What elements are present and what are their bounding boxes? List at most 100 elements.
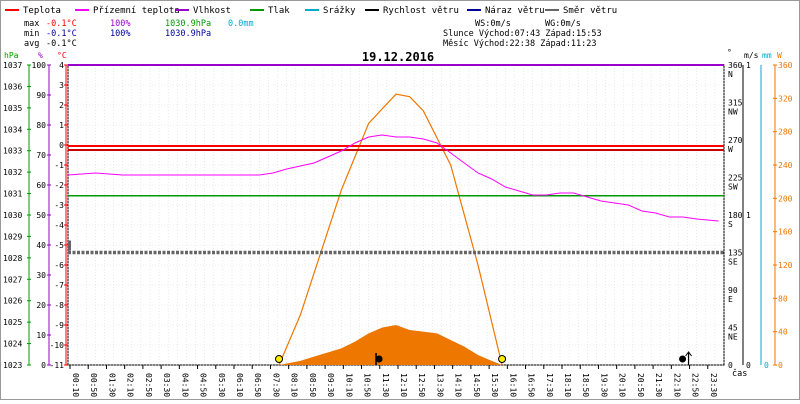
sunset-marker — [498, 355, 507, 363]
temperature-tick-label: -7 — [54, 281, 64, 290]
legend-label-4: Srážky — [323, 6, 356, 16]
stats-min-press: 1030.9hPa — [165, 29, 211, 39]
stats-min-label: min — [24, 29, 39, 39]
x-tick-label: 17:30 — [545, 373, 554, 397]
solar-tick-label: 320 — [778, 94, 793, 103]
legend-label-0: Teplota — [23, 6, 61, 16]
wind-direction-start-mark — [68, 240, 71, 251]
solar-theoretical-line — [278, 93, 503, 366]
stats-max-rain: 0.0mm — [228, 19, 254, 29]
info-wg: WG:0m/s — [545, 19, 581, 29]
legend-label-6: Náraz větru — [485, 6, 545, 16]
solar-tick-label: 80 — [778, 294, 788, 303]
temperature-tick-label: -1 — [54, 161, 64, 170]
info-sun: Slunce Východ:07:43 Západ:15:53 — [443, 29, 602, 39]
winddir-compass-label: NW — [728, 108, 738, 117]
solar-tick-label: 120 — [778, 261, 793, 270]
stats-avg-label: avg — [24, 39, 39, 49]
windspeed-tick-label: 1 — [746, 211, 751, 220]
pressure-unit: hPa — [4, 51, 19, 60]
right-axes: ° m/s mm W360N315NW270W225SW180S135SE90E45N… — [727, 48, 793, 370]
x-tick-label: 19:30 — [599, 373, 608, 397]
pressure-tick-label: 1027 — [3, 275, 22, 284]
winddir-tick-label: 0 — [728, 361, 733, 370]
x-tick-label: 02:10 — [126, 373, 135, 397]
humidity-tick-label: 0 — [41, 361, 46, 370]
pressure-tick-label: 1029 — [3, 232, 22, 241]
temperature-tick-label: -3 — [54, 201, 64, 210]
winddir-tick-label: 90 — [728, 286, 738, 295]
humidity-tick-label: 90 — [36, 91, 46, 100]
x-tick-label: 18:10 — [563, 373, 572, 397]
x-tick-label: 06:10 — [235, 373, 244, 397]
temperature-tick-label: -2 — [54, 181, 64, 190]
temperature-tick-label: -6 — [54, 261, 64, 270]
solar-tick-label: 160 — [778, 228, 793, 237]
winddir-tick-label: 180 — [728, 211, 743, 220]
temperature-tick-label: 0 — [59, 141, 64, 150]
x-tick-label: 03:30 — [162, 373, 171, 397]
pressure-tick-label: 1032 — [3, 168, 22, 177]
x-tick-label: 04:50 — [199, 373, 208, 397]
x-tick-label: 14:10 — [454, 373, 463, 397]
temperature-tick-label: 2 — [59, 101, 64, 110]
x-axis: 00:10 00:50 01:30 02:10 02:50 03:30 04:10 04:50… — [69, 365, 718, 397]
humidity-tick-label: 60 — [36, 181, 46, 190]
x-tick-label: 20:50 — [636, 373, 645, 397]
pressure-tick-label: 1033 — [3, 147, 22, 156]
temperature-tick-label: -8 — [54, 301, 64, 310]
x-tick-label: 00:50 — [89, 373, 98, 397]
moonrise-arrowhead — [685, 351, 692, 357]
temperature-unit: °C — [57, 51, 67, 60]
x-tick-label: 04:10 — [180, 373, 189, 397]
x-tick-label: 16:50 — [527, 373, 536, 397]
winddir-tick-label: 135 — [728, 249, 743, 258]
rain-tick-label: 0 — [764, 361, 769, 370]
left-axes: hPa% °C1037103610351034103310321031103010… — [3, 51, 68, 370]
stats-max-hum: 100% — [110, 19, 130, 29]
legend-label-5: Rychlost větru — [383, 6, 459, 16]
x-tick-label: 00:10 — [71, 373, 80, 397]
x-tick-label: 16:10 — [508, 373, 517, 397]
winddir-tick-label: 315 — [728, 99, 743, 108]
x-tick-label: 12:10 — [399, 373, 408, 397]
humidity-tick-label: 20 — [36, 301, 46, 310]
windspeed-unit: m/s — [744, 51, 759, 60]
x-tick-label: 12:50 — [417, 373, 426, 397]
x-tick-label: 15:30 — [490, 373, 499, 397]
ground-temperature-line — [67, 134, 719, 222]
stats-max-label: max — [24, 19, 39, 29]
humidity-tick-label: 50 — [36, 211, 46, 220]
x-tick-label: 21:30 — [654, 373, 663, 397]
winddir-unit: ° — [727, 48, 732, 57]
humidity-tick-label: 30 — [36, 271, 46, 280]
humidity-tick-label: 10 — [36, 331, 46, 340]
moonrise-marker — [679, 355, 687, 363]
stats-min-hum: 100% — [110, 29, 130, 39]
stats-max-press: 1030.9hPa — [165, 19, 211, 29]
pressure-tick-label: 1036 — [3, 82, 22, 91]
x-tick-label: 13:30 — [435, 373, 444, 397]
winddir-tick-label: 270 — [728, 136, 743, 145]
winddir-compass-label: S — [728, 220, 733, 229]
winddir-tick-label: 360 — [728, 61, 743, 70]
pressure-tick-label: 1031 — [3, 190, 22, 199]
humidity-tick-label: 100 — [32, 61, 47, 70]
legend-label-2: Vlhkost — [193, 6, 231, 16]
x-tick-label: 10:50 — [363, 373, 372, 397]
moonset-marker — [375, 355, 383, 363]
x-tick-label: 09:30 — [326, 373, 335, 397]
legend-label-3: Tlak — [268, 6, 290, 16]
x-tick-label: 08:10 — [290, 373, 299, 397]
winddir-compass-label: NE — [728, 333, 738, 342]
solar-tick-label: 0 — [778, 361, 783, 370]
temperature-tick-label: -10 — [50, 341, 65, 350]
info-moon: Měsíc Východ:22:38 Západ:11:23 — [443, 39, 597, 49]
x-tick-label: 20:10 — [618, 373, 627, 397]
winddir-compass-label: W — [728, 145, 733, 154]
windspeed-tick-label: 1 — [746, 61, 751, 70]
legend: Teplota Přízemní teplota Vlhkost Tlak Srážky… — [5, 6, 617, 16]
pressure-tick-label: 1026 — [3, 297, 22, 306]
